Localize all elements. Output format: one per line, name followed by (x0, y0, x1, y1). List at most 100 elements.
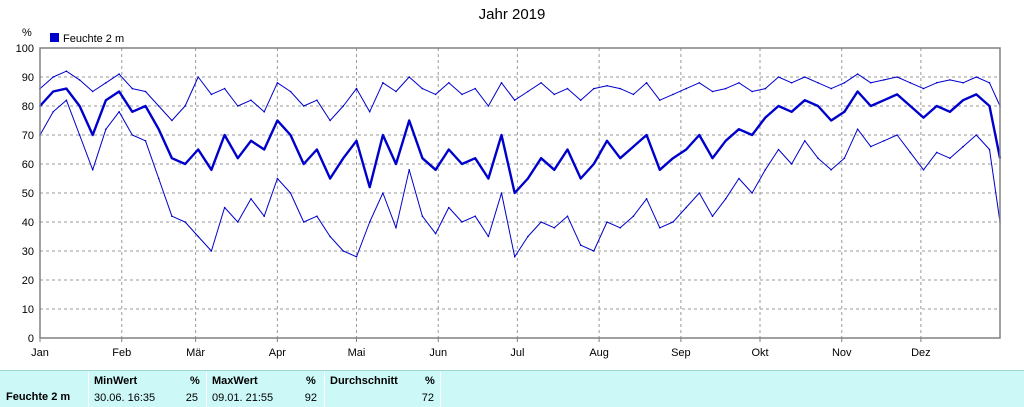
data-point-max (316, 99, 318, 101)
data-point-max (276, 82, 279, 84)
data-point-max (606, 84, 608, 87)
min-unit: % (190, 375, 200, 387)
data-point-max (527, 90, 529, 93)
data-point-max (672, 93, 674, 96)
data-point-max (579, 99, 582, 101)
data-point-min (210, 250, 213, 252)
data-point-max (804, 76, 806, 78)
data-point-min (949, 157, 951, 159)
data-point-max (935, 82, 938, 84)
data-point-mean (184, 163, 186, 165)
data-point-mean (210, 169, 213, 171)
data-point-mean (870, 105, 872, 107)
avg-unit: % (425, 375, 435, 387)
x-tick-label: Mär (186, 347, 205, 359)
series-line-min (39, 99, 1001, 258)
data-point-max (764, 87, 767, 90)
data-point-max (289, 90, 292, 93)
data-point-max (237, 105, 239, 107)
data-point-min (448, 206, 450, 209)
data-point-mean (685, 148, 687, 151)
data-point-mean (197, 148, 199, 151)
data-point-max (474, 87, 477, 90)
data-point-max (711, 90, 714, 93)
data-point-min (197, 235, 199, 238)
data-point-min (368, 221, 371, 223)
data-point-min (553, 227, 556, 229)
data-point-max (566, 87, 569, 90)
data-point-min (263, 215, 266, 217)
data-point-min (777, 148, 780, 151)
data-point-mean (78, 105, 81, 107)
chart-title: Jahr 2019 (478, 6, 546, 23)
data-point-mean (540, 157, 542, 159)
data-point-max (500, 82, 503, 84)
data-point-mean (883, 99, 885, 101)
data-point-min (883, 140, 885, 142)
x-tick-label: Dez (911, 347, 931, 359)
data-point-mean (909, 105, 912, 107)
y-tick-label: 20 (22, 275, 34, 287)
avg-value: 72 (421, 392, 434, 404)
data-point-mean (276, 119, 279, 122)
y-axis-unit: % (22, 27, 32, 39)
data-point-min (764, 169, 767, 171)
data-point-max (685, 87, 687, 90)
x-tick-label: Jul (510, 347, 524, 359)
data-point-min (78, 134, 81, 136)
data-point-min (157, 177, 160, 180)
data-point-mean (171, 157, 173, 159)
data-point-mean (896, 93, 898, 96)
data-point-min (355, 255, 358, 258)
data-point-mean (659, 169, 661, 171)
y-tick-label: 40 (22, 217, 34, 229)
data-point-min (685, 206, 687, 209)
y-tick-label: 50 (22, 188, 34, 200)
data-point-max (896, 76, 898, 78)
data-point-max (513, 99, 516, 101)
data-point-min (434, 232, 437, 235)
x-tick-label: Jun (429, 347, 447, 359)
data-point-mean (672, 157, 674, 159)
data-point-min (487, 235, 490, 238)
data-point-mean (975, 93, 978, 96)
x-tick-label: Apr (269, 347, 286, 359)
data-point-mean (724, 140, 727, 142)
data-point-min (276, 177, 279, 180)
x-tick-label: Okt (751, 347, 768, 359)
data-point-max (157, 105, 160, 107)
data-point-mean (263, 148, 266, 151)
data-point-max (448, 82, 450, 84)
data-point-max (698, 82, 701, 84)
series-line-max (39, 70, 1001, 121)
data-point-mean (434, 169, 437, 171)
data-point-max (78, 79, 81, 81)
data-point-min (962, 145, 964, 148)
data-point-mean (566, 148, 569, 151)
data-point-max (870, 82, 872, 84)
data-point-mean (289, 134, 292, 136)
data-point-mean (962, 99, 964, 101)
data-point-mean (593, 163, 595, 165)
data-point-min (316, 215, 318, 217)
data-point-min (593, 250, 595, 252)
data-point-max (724, 87, 727, 90)
data-point-max (223, 87, 226, 90)
data-point-min (817, 157, 819, 159)
data-point-max (434, 93, 437, 96)
data-point-mean (935, 105, 938, 107)
data-point-mean (856, 90, 859, 93)
data-point-min (131, 134, 134, 136)
data-point-min (382, 192, 384, 194)
data-point-max (131, 87, 134, 90)
data-point-min (672, 221, 674, 223)
data-point-max (659, 99, 661, 101)
data-point-min (302, 221, 305, 223)
data-point-min (421, 215, 424, 217)
data-point-min (738, 177, 740, 180)
data-point-mean (448, 148, 450, 151)
data-point-mean (302, 163, 305, 165)
data-point-mean (250, 140, 252, 142)
data-point-mean (790, 111, 793, 113)
footer-divider (88, 372, 89, 407)
